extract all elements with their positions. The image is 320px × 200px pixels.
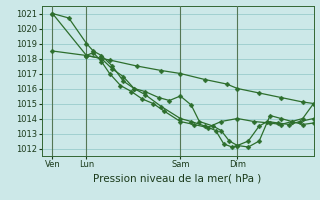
X-axis label: Pression niveau de la mer( hPa ): Pression niveau de la mer( hPa ) [93,173,262,183]
